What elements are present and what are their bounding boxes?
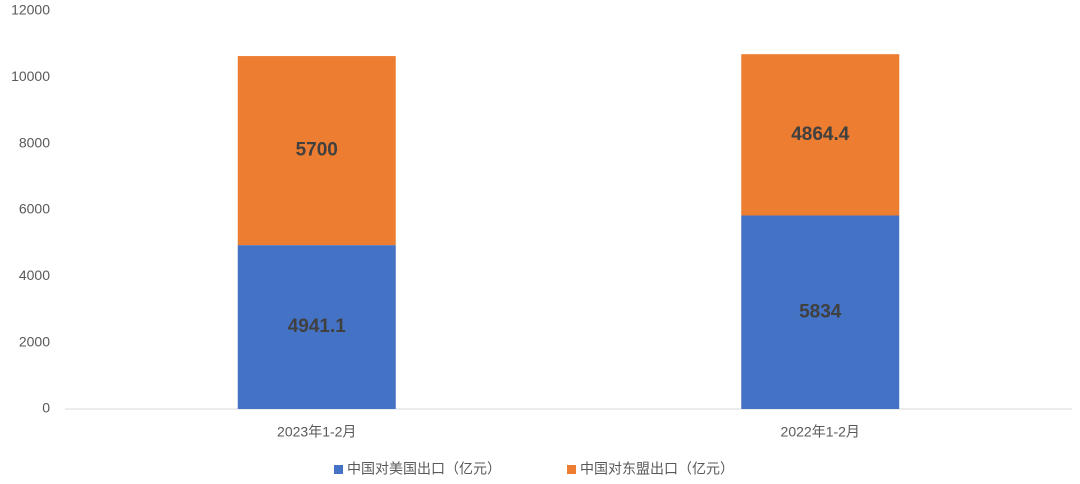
x-tick-label: 2022年1-2月 bbox=[781, 424, 860, 440]
bar-segment bbox=[741, 54, 900, 216]
y-tick-label: 12000 bbox=[11, 2, 50, 18]
y-tick-label: 10000 bbox=[11, 68, 50, 84]
y-tick-label: 2000 bbox=[19, 333, 50, 349]
bar-segment bbox=[237, 56, 396, 246]
bar-segment bbox=[237, 245, 396, 409]
data-label: 5700 bbox=[296, 140, 338, 161]
legend-swatch bbox=[334, 465, 343, 474]
x-tick-label: 2023年1-2月 bbox=[277, 424, 356, 440]
data-label: 4864.4 bbox=[791, 124, 850, 145]
bar-segment bbox=[741, 215, 900, 409]
data-label: 4941.1 bbox=[288, 316, 347, 337]
y-tick-label: 0 bbox=[42, 400, 50, 416]
legend-label: 中国对美国出口（亿元） bbox=[347, 461, 501, 477]
y-tick-label: 8000 bbox=[19, 134, 50, 150]
y-tick-label: 6000 bbox=[19, 201, 50, 217]
legend-swatch bbox=[567, 465, 576, 474]
legend-label: 中国对东盟出口（亿元） bbox=[580, 461, 734, 477]
data-label: 5834 bbox=[799, 301, 842, 322]
y-tick-label: 4000 bbox=[19, 267, 50, 283]
